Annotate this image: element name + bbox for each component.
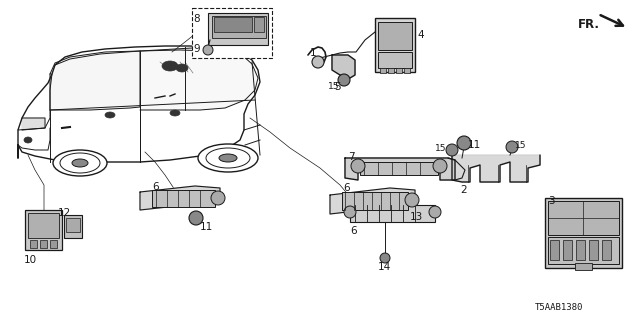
Bar xyxy=(388,68,394,73)
Ellipse shape xyxy=(53,150,107,176)
Text: 1: 1 xyxy=(310,48,317,58)
Text: 13: 13 xyxy=(410,212,423,222)
Ellipse shape xyxy=(162,61,178,71)
Bar xyxy=(575,263,592,270)
Bar xyxy=(152,190,215,207)
Text: 15: 15 xyxy=(328,82,339,91)
Ellipse shape xyxy=(219,154,237,162)
Ellipse shape xyxy=(211,191,225,205)
Text: FR.: FR. xyxy=(578,18,600,31)
Bar xyxy=(350,205,435,222)
Ellipse shape xyxy=(338,74,350,86)
Ellipse shape xyxy=(351,159,365,173)
Text: 11: 11 xyxy=(200,222,213,232)
Polygon shape xyxy=(22,118,45,130)
Text: 5: 5 xyxy=(334,82,340,92)
Bar xyxy=(404,68,410,73)
Ellipse shape xyxy=(198,144,258,172)
Bar xyxy=(214,17,252,32)
Bar xyxy=(602,240,611,260)
Ellipse shape xyxy=(105,112,115,118)
Bar xyxy=(192,8,272,58)
Bar xyxy=(576,240,585,260)
Ellipse shape xyxy=(380,253,390,263)
Ellipse shape xyxy=(446,144,458,156)
Bar xyxy=(66,218,80,232)
Text: 10: 10 xyxy=(24,255,37,265)
Ellipse shape xyxy=(189,211,203,225)
Polygon shape xyxy=(332,55,355,78)
Bar xyxy=(254,17,264,32)
Ellipse shape xyxy=(176,64,188,72)
Text: 4: 4 xyxy=(417,30,424,40)
Ellipse shape xyxy=(206,148,250,168)
Bar xyxy=(375,18,415,72)
Text: 6: 6 xyxy=(350,226,356,236)
Ellipse shape xyxy=(72,159,88,167)
Text: T5AAB1380: T5AAB1380 xyxy=(535,303,584,312)
Bar xyxy=(550,240,559,260)
Bar xyxy=(28,213,59,238)
Bar xyxy=(40,240,47,248)
Ellipse shape xyxy=(60,153,100,173)
Ellipse shape xyxy=(405,193,419,207)
Bar xyxy=(360,162,438,175)
Bar xyxy=(548,237,619,264)
Text: 3: 3 xyxy=(548,196,555,206)
Text: 11: 11 xyxy=(468,140,481,150)
Ellipse shape xyxy=(170,110,180,116)
Ellipse shape xyxy=(344,206,356,218)
Text: 14: 14 xyxy=(378,262,391,272)
Bar xyxy=(545,198,622,268)
Text: 2: 2 xyxy=(460,185,467,195)
Bar xyxy=(378,22,412,50)
Bar xyxy=(396,68,402,73)
Bar xyxy=(380,68,386,73)
Bar xyxy=(208,13,268,45)
Ellipse shape xyxy=(457,136,471,150)
Bar xyxy=(30,240,37,248)
Text: 8: 8 xyxy=(193,14,200,24)
Text: 9: 9 xyxy=(193,44,200,54)
Text: 7: 7 xyxy=(348,152,355,162)
Ellipse shape xyxy=(506,141,518,153)
Bar xyxy=(64,215,82,238)
Polygon shape xyxy=(140,47,258,110)
Polygon shape xyxy=(345,158,455,180)
Bar xyxy=(212,16,266,38)
Ellipse shape xyxy=(203,45,213,55)
Bar xyxy=(342,192,408,210)
Bar xyxy=(563,240,572,260)
Bar xyxy=(25,210,62,250)
Polygon shape xyxy=(452,155,540,182)
Bar xyxy=(378,52,412,68)
Polygon shape xyxy=(140,186,220,210)
Text: 15: 15 xyxy=(515,141,527,150)
Polygon shape xyxy=(50,51,140,110)
Polygon shape xyxy=(330,188,415,214)
Text: 12: 12 xyxy=(58,208,71,218)
Ellipse shape xyxy=(24,137,32,143)
Text: 15: 15 xyxy=(435,144,447,153)
Bar xyxy=(50,240,57,248)
Bar xyxy=(548,201,619,235)
Ellipse shape xyxy=(429,206,441,218)
Ellipse shape xyxy=(312,56,324,68)
Text: 6: 6 xyxy=(152,182,159,192)
Text: 6: 6 xyxy=(343,183,349,193)
Bar xyxy=(589,240,598,260)
Ellipse shape xyxy=(433,159,447,173)
